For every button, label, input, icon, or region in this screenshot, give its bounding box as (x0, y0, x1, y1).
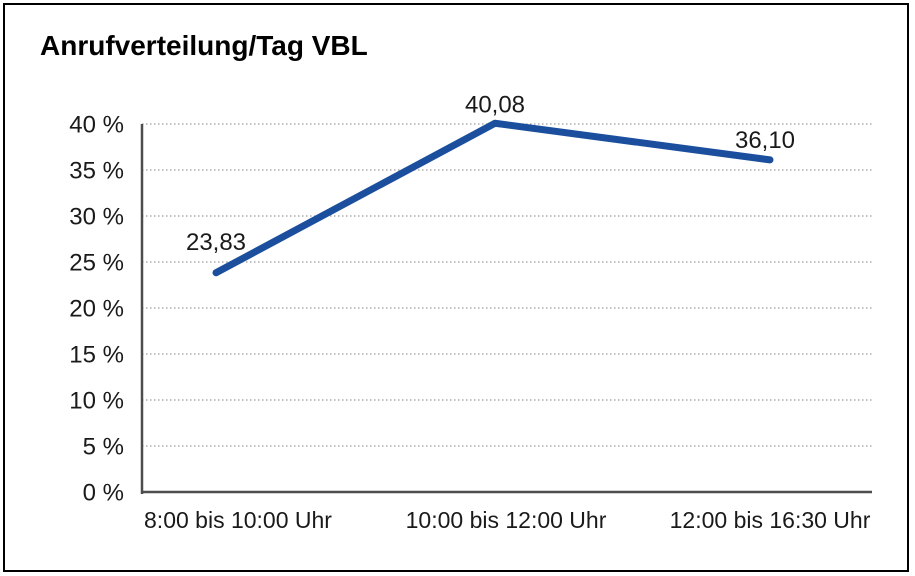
y-tick-label: 40 % (69, 111, 124, 138)
y-tick-label: 10 % (69, 387, 124, 414)
x-tick-label: 10:00 bis 12:00 Uhr (406, 507, 607, 533)
chart-title: Anrufverteilung/Tag VBL (40, 30, 368, 61)
y-tick-label: 0 % (83, 479, 124, 506)
x-tick-label: 8:00 bis 10:00 Uhr (144, 507, 332, 533)
y-tick-label: 25 % (69, 249, 124, 276)
y-tick-label: 20 % (69, 295, 124, 322)
data-line-series (212, 119, 774, 277)
data-point-label: 36,10 (735, 127, 795, 154)
x-tick-label: 12:00 bis 16:30 Uhr (670, 507, 871, 533)
y-tick-label: 5 % (83, 433, 124, 460)
y-tick-label: 30 % (69, 203, 124, 230)
data-point-label: 23,83 (186, 229, 246, 256)
y-tick-label: 15 % (69, 341, 124, 368)
chart-frame-border (3, 3, 909, 572)
y-tick-label: 35 % (69, 157, 124, 184)
data-point-label: 40,08 (465, 91, 525, 118)
